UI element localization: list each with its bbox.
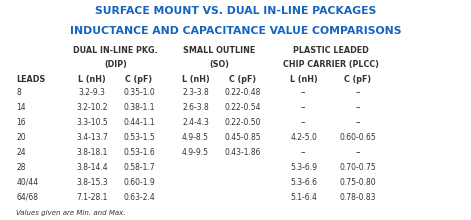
Text: 2.3-3.8: 2.3-3.8 (182, 88, 209, 97)
Text: 0.63-2.4: 0.63-2.4 (123, 193, 155, 202)
Text: (SO): (SO) (209, 61, 229, 70)
Text: 0.22-0.50: 0.22-0.50 (224, 118, 261, 127)
Text: INDUCTANCE AND CAPACITANCE VALUE COMPARISONS: INDUCTANCE AND CAPACITANCE VALUE COMPARI… (70, 26, 401, 36)
Text: --: -- (355, 118, 361, 127)
Text: 3.3-10.5: 3.3-10.5 (76, 118, 108, 127)
Text: --: -- (301, 148, 307, 157)
Text: LEADS: LEADS (16, 75, 46, 84)
Text: 0.70-0.75: 0.70-0.75 (340, 163, 376, 172)
Text: SMALL OUTLINE: SMALL OUTLINE (183, 46, 255, 55)
Text: 40/44: 40/44 (16, 178, 39, 187)
Text: Values given are Min. and Max.: Values given are Min. and Max. (16, 210, 126, 216)
Text: C (pF): C (pF) (344, 75, 372, 84)
Text: 2.4-4.3: 2.4-4.3 (182, 118, 209, 127)
Text: --: -- (301, 103, 307, 112)
Text: L (nH): L (nH) (78, 75, 106, 84)
Text: 0.75-0.80: 0.75-0.80 (340, 178, 376, 187)
Text: 5.1-6.4: 5.1-6.4 (290, 193, 317, 202)
Text: 0.53-1.5: 0.53-1.5 (123, 133, 155, 142)
Text: 0.43-1.86: 0.43-1.86 (224, 148, 261, 157)
Text: 0.60-0.65: 0.60-0.65 (340, 133, 376, 142)
Text: --: -- (355, 148, 361, 157)
Text: SURFACE MOUNT VS. DUAL IN-LINE PACKAGES: SURFACE MOUNT VS. DUAL IN-LINE PACKAGES (95, 6, 376, 15)
Text: 0.58-1.7: 0.58-1.7 (123, 163, 155, 172)
Text: 24: 24 (16, 148, 26, 157)
Text: 3.8-18.1: 3.8-18.1 (76, 148, 107, 157)
Text: 3.2-10.2: 3.2-10.2 (76, 103, 107, 112)
Text: --: -- (301, 88, 307, 97)
Text: 8: 8 (16, 88, 21, 97)
Text: 0.22-0.48: 0.22-0.48 (224, 88, 261, 97)
Text: CHIP CARRIER (PLCC): CHIP CARRIER (PLCC) (283, 61, 379, 70)
Text: 4.2-5.0: 4.2-5.0 (290, 133, 317, 142)
Text: --: -- (355, 88, 361, 97)
Text: L (nH): L (nH) (182, 75, 209, 84)
Text: 4.9-8.5: 4.9-8.5 (182, 133, 209, 142)
Text: --: -- (355, 103, 361, 112)
Text: 20: 20 (16, 133, 26, 142)
Text: 0.45-0.85: 0.45-0.85 (224, 133, 261, 142)
Text: 0.22-0.54: 0.22-0.54 (224, 103, 261, 112)
Text: 64/68: 64/68 (16, 193, 39, 202)
Text: 5.3-6.9: 5.3-6.9 (290, 163, 317, 172)
Text: 3.8-14.4: 3.8-14.4 (76, 163, 108, 172)
Text: 3.8-15.3: 3.8-15.3 (76, 178, 108, 187)
Text: C (pF): C (pF) (125, 75, 153, 84)
Text: 4.9-9.5: 4.9-9.5 (182, 148, 209, 157)
Text: 14: 14 (16, 103, 26, 112)
Text: 16: 16 (16, 118, 26, 127)
Text: L (nH): L (nH) (290, 75, 317, 84)
Text: --: -- (301, 118, 307, 127)
Text: 2.6-3.8: 2.6-3.8 (182, 103, 209, 112)
Text: (DIP): (DIP) (104, 61, 127, 70)
Text: 0.44-1.1: 0.44-1.1 (123, 118, 155, 127)
Text: 5.3-6.6: 5.3-6.6 (290, 178, 317, 187)
Text: 0.53-1.6: 0.53-1.6 (123, 148, 155, 157)
Text: 0.78-0.83: 0.78-0.83 (340, 193, 376, 202)
Text: 3.4-13.7: 3.4-13.7 (76, 133, 108, 142)
Text: 0.35-1.0: 0.35-1.0 (123, 88, 155, 97)
Text: DUAL IN-LINE PKG.: DUAL IN-LINE PKG. (73, 46, 158, 55)
Text: 0.38-1.1: 0.38-1.1 (123, 103, 154, 112)
Text: 7.1-28.1: 7.1-28.1 (76, 193, 107, 202)
Text: 3.2-9.3: 3.2-9.3 (78, 88, 106, 97)
Text: C (pF): C (pF) (229, 75, 256, 84)
Text: PLASTIC LEADED: PLASTIC LEADED (293, 46, 369, 55)
Text: 0.60-1.9: 0.60-1.9 (123, 178, 155, 187)
Text: 28: 28 (16, 163, 26, 172)
